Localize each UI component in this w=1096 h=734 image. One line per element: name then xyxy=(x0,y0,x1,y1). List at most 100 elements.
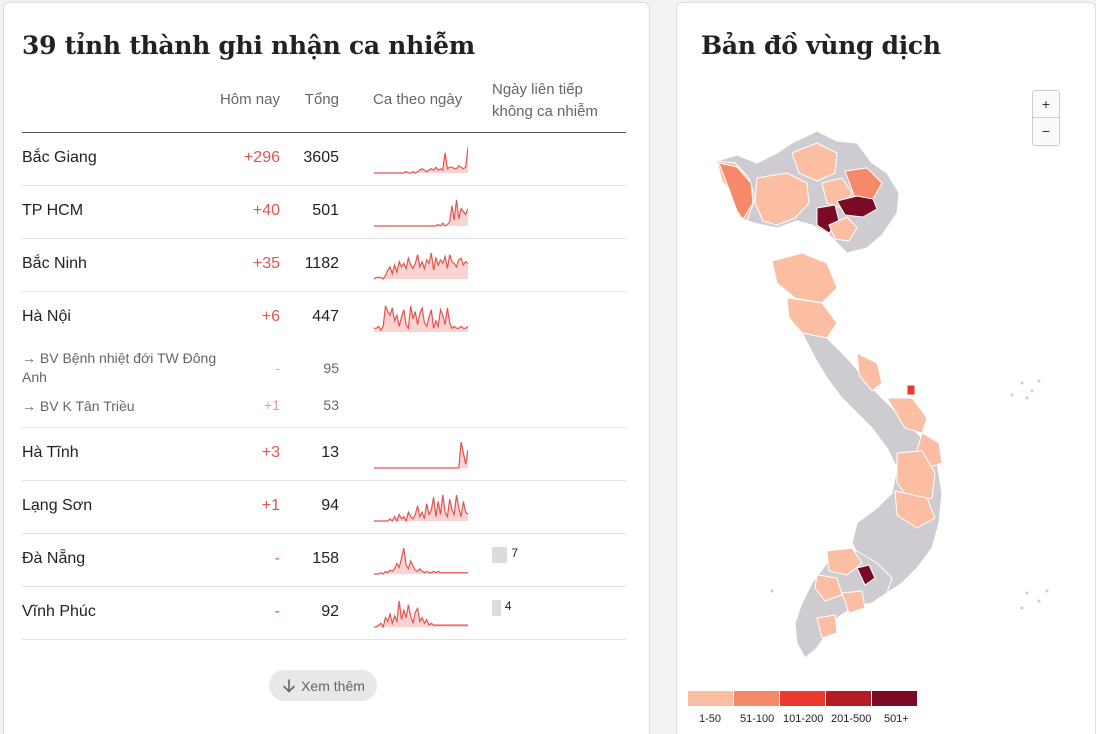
vietnam-map[interactable] xyxy=(677,3,1096,734)
header-streak-line2: không ca nhiễm xyxy=(492,103,598,120)
daily-sparkline xyxy=(374,252,468,280)
map-province-light[interactable] xyxy=(826,547,863,576)
sparkline-line xyxy=(374,600,468,629)
sparkline-line xyxy=(374,199,468,227)
today-count: +6 xyxy=(261,308,280,325)
sparkline-line xyxy=(374,494,468,523)
table-row[interactable]: Hà Tĩnh +3 13 xyxy=(22,428,626,481)
total-count: 1182 xyxy=(304,255,339,272)
streak-days: 7 xyxy=(511,546,519,560)
streak-bar xyxy=(492,600,501,616)
hospital-today: +1 xyxy=(264,397,280,413)
provinces-card: 39 tỉnh thành ghi nhận ca nhiễm Hôm nay … xyxy=(3,2,650,734)
table-header: Hôm nay Tổng Ca theo ngày Ngày liên tiếp… xyxy=(22,75,626,133)
map-province-dark[interactable] xyxy=(836,195,878,218)
header-total[interactable]: Tổng xyxy=(304,91,339,108)
streak-days: 4 xyxy=(504,599,512,613)
sub-row: → BV K Tân Triều +1 53 xyxy=(22,397,626,417)
total-count: 158 xyxy=(312,550,339,567)
province-name: Đà Nẵng xyxy=(22,550,86,567)
zoom-out-button[interactable]: − xyxy=(1041,123,1051,139)
map-title: Bản đồ vùng dịch xyxy=(701,31,941,60)
row-divider xyxy=(22,427,626,428)
map-province-light[interactable] xyxy=(828,216,858,242)
legend-swatch xyxy=(826,691,871,706)
sparkline-area xyxy=(374,601,468,627)
map-province-dark[interactable] xyxy=(856,564,876,586)
streak-bar xyxy=(492,547,508,563)
legend-swatch xyxy=(780,691,825,706)
map-island xyxy=(1019,605,1025,611)
sparkline-area xyxy=(374,306,468,332)
zoom-controls: + − xyxy=(1032,90,1060,146)
map-province-light[interactable] xyxy=(841,590,866,614)
table-row[interactable]: Bắc Giang +296 3605 xyxy=(22,133,626,186)
map-province-light[interactable] xyxy=(896,450,936,504)
map-island xyxy=(1044,588,1050,594)
map-province-light[interactable] xyxy=(816,614,838,639)
hospital-total: 53 xyxy=(323,397,339,413)
sparkline-line xyxy=(374,305,468,332)
province-name: Bắc Ninh xyxy=(22,255,87,272)
legend-swatch xyxy=(734,691,779,706)
table-row[interactable]: Lạng Sơn +1 94 xyxy=(22,481,626,534)
sparkline-area xyxy=(374,147,468,173)
daily-sparkline xyxy=(374,199,468,227)
table-title: 39 tỉnh thành ghi nhận ca nhiễm xyxy=(22,31,475,60)
today-count: +1 xyxy=(261,497,280,514)
daily-sparkline xyxy=(374,305,468,332)
zoom-in-button[interactable]: + xyxy=(1033,91,1059,118)
daily-sparkline xyxy=(374,547,468,575)
table-row[interactable]: Đà Nẵng - 158 7 xyxy=(22,534,626,587)
map-island xyxy=(1024,590,1030,596)
map-province-light[interactable] xyxy=(856,352,883,392)
today-count: +35 xyxy=(252,255,280,272)
sparkline-area xyxy=(374,200,468,226)
map-island xyxy=(1024,395,1030,401)
map-province-light[interactable] xyxy=(786,297,838,339)
hospital-total: 95 xyxy=(323,360,339,376)
header-daily: Ca theo ngày xyxy=(373,91,463,108)
map-province-light[interactable] xyxy=(894,490,936,529)
daily-sparkline xyxy=(374,600,468,629)
header-streak[interactable]: Ngày liên tiếp không ca nhiễm xyxy=(492,79,598,123)
header-today[interactable]: Hôm nay xyxy=(219,91,280,108)
map-province-red[interactable] xyxy=(906,384,916,396)
province-name: Lạng Sơn xyxy=(22,497,93,514)
map-province-light[interactable] xyxy=(791,142,838,182)
province-name: Hà Nội xyxy=(22,308,71,325)
map-province-medium[interactable] xyxy=(718,162,754,220)
map-province-light[interactable] xyxy=(814,574,843,602)
legend-swatch xyxy=(688,691,733,706)
legend-label: 51-100 xyxy=(740,713,775,725)
total-count: 92 xyxy=(321,603,339,620)
show-more-button[interactable]: Xem thêm xyxy=(269,670,377,701)
sparkline-area xyxy=(374,442,468,468)
legend-swatch xyxy=(872,691,917,706)
map-island xyxy=(769,588,775,594)
map-province-light[interactable] xyxy=(754,172,810,226)
table-row[interactable]: Vĩnh Phúc - 92 4 xyxy=(22,587,626,640)
map-province-light[interactable] xyxy=(886,397,928,434)
legend-label: 1-50 xyxy=(699,713,722,725)
total-count: 94 xyxy=(321,497,339,514)
total-count: 501 xyxy=(312,202,339,219)
daily-sparkline xyxy=(374,146,468,174)
today-count: +296 xyxy=(243,149,280,166)
hospital-name: → BV Bệnh nhiệt đới TW Đông Anh xyxy=(22,350,217,385)
table-row[interactable]: TP HCM +40 501 xyxy=(22,186,626,239)
map-island xyxy=(1036,598,1042,604)
map-card: Bản đồ vùng dịch xyxy=(676,2,1096,734)
sparkline-line xyxy=(374,146,468,174)
daily-sparkline xyxy=(374,441,468,469)
map-province-light[interactable] xyxy=(771,252,838,304)
table-row[interactable]: Hà Nội +6 447 xyxy=(22,292,626,345)
map-island xyxy=(1029,388,1035,394)
legend-label: 501+ xyxy=(884,713,909,725)
map-province-medium[interactable] xyxy=(844,167,883,202)
legend-label: 201-500 xyxy=(831,713,872,725)
hospital-name: → BV K Tân Triều xyxy=(22,398,135,414)
sparkline-line xyxy=(374,547,468,575)
table-row[interactable]: Bắc Ninh +35 1182 xyxy=(22,239,626,292)
province-name: TP HCM xyxy=(22,202,84,219)
